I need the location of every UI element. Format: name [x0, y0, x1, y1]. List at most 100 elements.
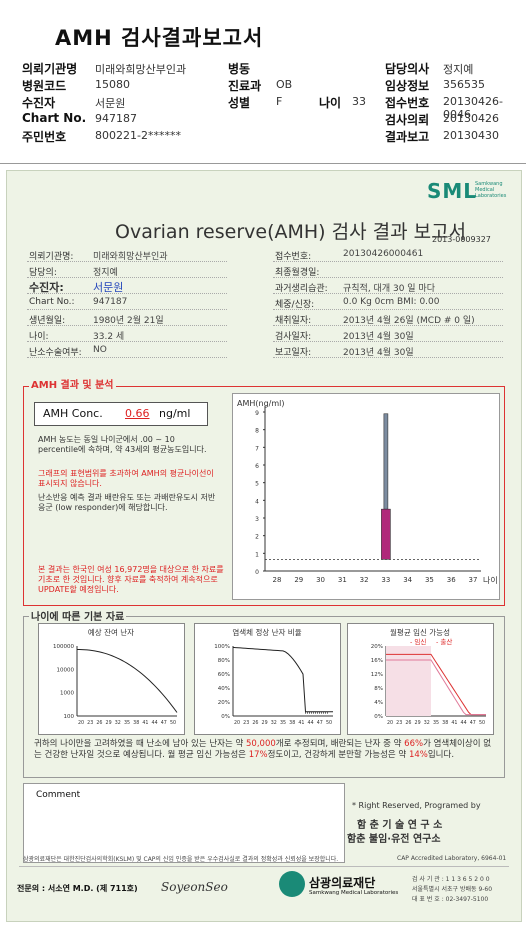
y-tick-label: 0: [255, 569, 259, 576]
info-value: 서문원: [93, 281, 124, 294]
x-tick-label: 35: [425, 576, 434, 584]
y-tick-label: 6: [255, 463, 259, 470]
info-value: 33.2 세: [93, 332, 125, 342]
signature: SoyeonSeo: [161, 880, 228, 894]
header-label: 임상정보: [385, 79, 430, 93]
comment-box: Comment: [23, 783, 345, 863]
header-value: 15080: [95, 78, 130, 91]
header-label: 진료과: [228, 79, 262, 93]
age-label: 나이: [319, 96, 342, 110]
header-label: 검사의뢰: [385, 113, 430, 127]
amh-bar: [383, 413, 389, 510]
info-value: 0.0 Kg 0cm BMI: 0.00: [343, 297, 440, 307]
header-label: 의뢰기관명: [22, 62, 78, 76]
mini-y-tick: 12%: [371, 672, 383, 678]
info-value: 정지예: [93, 268, 118, 278]
mini-x-tick: 44: [152, 720, 158, 726]
info-value: 미래와희망산부인과: [93, 252, 168, 262]
info-value: 20130426000461: [343, 249, 424, 259]
mini-curve-pregnancy: [386, 653, 486, 716]
y-tick-label: 8: [255, 428, 259, 435]
x-tick-label: 28: [273, 576, 282, 584]
mini-x-tick: 20: [387, 720, 393, 726]
mini-x-tick: 47: [161, 720, 167, 726]
x-tick-label: 32: [360, 576, 369, 584]
license: 검 사 기 관 : 1 1 3 6 5 2 0 0: [412, 876, 490, 883]
mini-x-tick: 32: [271, 720, 277, 726]
info-label: 의뢰기관명:: [29, 252, 74, 262]
info-value: 2013년 4월 26일 (MCD # 0 일): [343, 316, 475, 326]
mini-y-tick: 20%: [371, 644, 383, 650]
sml-logo-sub: Samkwang Medical Laboratories: [475, 181, 507, 199]
amh-section-title: AMH 결과 및 분석: [29, 376, 116, 391]
y-tick-label: 2: [255, 534, 259, 541]
mini-x-tick: 41: [142, 720, 148, 726]
legend-pregnancy: - 임신: [410, 637, 426, 646]
amh-bar: [381, 508, 391, 560]
y-axis-label: AMH(ng/ml): [237, 399, 285, 408]
age-summary: 귀하의 나이만을 고려하였을 때 난소에 남아 있는 난자는 약 50,000개…: [34, 739, 492, 760]
y-tick-label: 4: [255, 498, 259, 505]
mini-y-tick: 4%: [374, 700, 383, 706]
mini-x-tick: 32: [115, 720, 121, 726]
mini-x-tick: 23: [87, 720, 93, 726]
info-label: 접수번호:: [275, 252, 312, 262]
mini-chart-title: 월평균 임신 가능성: [390, 627, 450, 637]
header-value: 정지예: [443, 63, 474, 76]
report-title: AMH 검사결과보고서: [55, 26, 264, 50]
sml-logo: SML: [427, 179, 478, 203]
footer-note: 삼광의료재단은 대한진단검사의학회(KSLM) 및 CAP의 신임 인증을 받은…: [23, 856, 339, 863]
mini-chart-eggs: 예상 잔여 난자 100000 10000 1000 100 20 23 26 29 32 35 38…: [38, 623, 185, 735]
header-label: 담당의사: [385, 62, 430, 76]
mini-y-tick: 80%: [218, 658, 230, 664]
mini-x-tick: 50: [479, 720, 485, 726]
amh-conc-box: AMH Conc. 0.66 ng/ml: [34, 402, 208, 426]
x-tick-label: 33: [381, 576, 390, 584]
institute-1: 함 춘 기 술 연 구 소: [357, 820, 443, 831]
info-label: 검사일자:: [275, 332, 312, 342]
x-tick-label: 36: [447, 576, 456, 584]
amh-value: 0.66: [125, 407, 150, 420]
header-label: 성별: [228, 96, 251, 110]
info-label: 생년월일:: [29, 316, 66, 326]
info-label: 수진자:: [29, 281, 64, 294]
x-tick-label: 37: [469, 576, 478, 584]
info-value: NO: [93, 345, 107, 355]
header-label: 주민번호: [22, 130, 67, 144]
age-section-box: 예상 잔여 난자 100000 10000 1000 100 20 23 26 29 32 35 38…: [23, 616, 505, 778]
header-label: 접수번호: [385, 96, 430, 110]
header-value: F: [276, 95, 283, 108]
mini-y-tick: 100000: [53, 644, 74, 650]
y-tick-label: 3: [255, 516, 259, 523]
header-value: 20130426: [443, 112, 499, 125]
foundation-name: 삼광의료재단: [309, 876, 376, 890]
header-value: 서문원: [95, 97, 126, 110]
mini-x-tick: 44: [461, 720, 467, 726]
header-label: 수진자: [22, 96, 56, 110]
info-value: 947187: [93, 297, 128, 307]
mini-x-tick: 23: [396, 720, 402, 726]
mini-y-tick: 10000: [57, 667, 75, 673]
mini-y-tick: 40%: [218, 686, 230, 692]
header-value: 20130426-0046: [443, 95, 503, 121]
info-value: 규칙적, 대개 30 일 마다: [343, 284, 435, 294]
mini-chart-normal: 염색체 정상 난자 비율 100% 80% 60% 40% 20% 0% 20 23 26 29 32…: [194, 623, 341, 735]
info-label: 난소수술여부:: [29, 348, 82, 358]
header-label: Chart No.: [22, 111, 87, 125]
info-label: 나이:: [29, 332, 49, 342]
header-value: 800221-2******: [95, 129, 181, 142]
mini-x-tick: 29: [262, 720, 268, 726]
info-label: 보고일자:: [275, 348, 312, 358]
x-tick-label: 29: [294, 576, 303, 584]
mini-band: [386, 646, 431, 716]
mini-x-tick: 26: [252, 720, 258, 726]
y-tick-label: 5: [255, 481, 259, 488]
info-label: 최종월경일:: [275, 268, 320, 278]
mini-x-tick: 44: [308, 720, 314, 726]
foundation-en: Samkwang Medical Laboratories: [309, 890, 399, 896]
mini-x-tick: 35: [433, 720, 439, 726]
scanned-report: SML Samkwang Medical Laboratories Ovarian …: [6, 170, 522, 922]
header-label: 결과보고: [385, 130, 430, 144]
amh-para2: 그래프의 표현범위를 초과하여 AMH의 평균나이선이 표시되지 않습니다.: [38, 469, 214, 488]
